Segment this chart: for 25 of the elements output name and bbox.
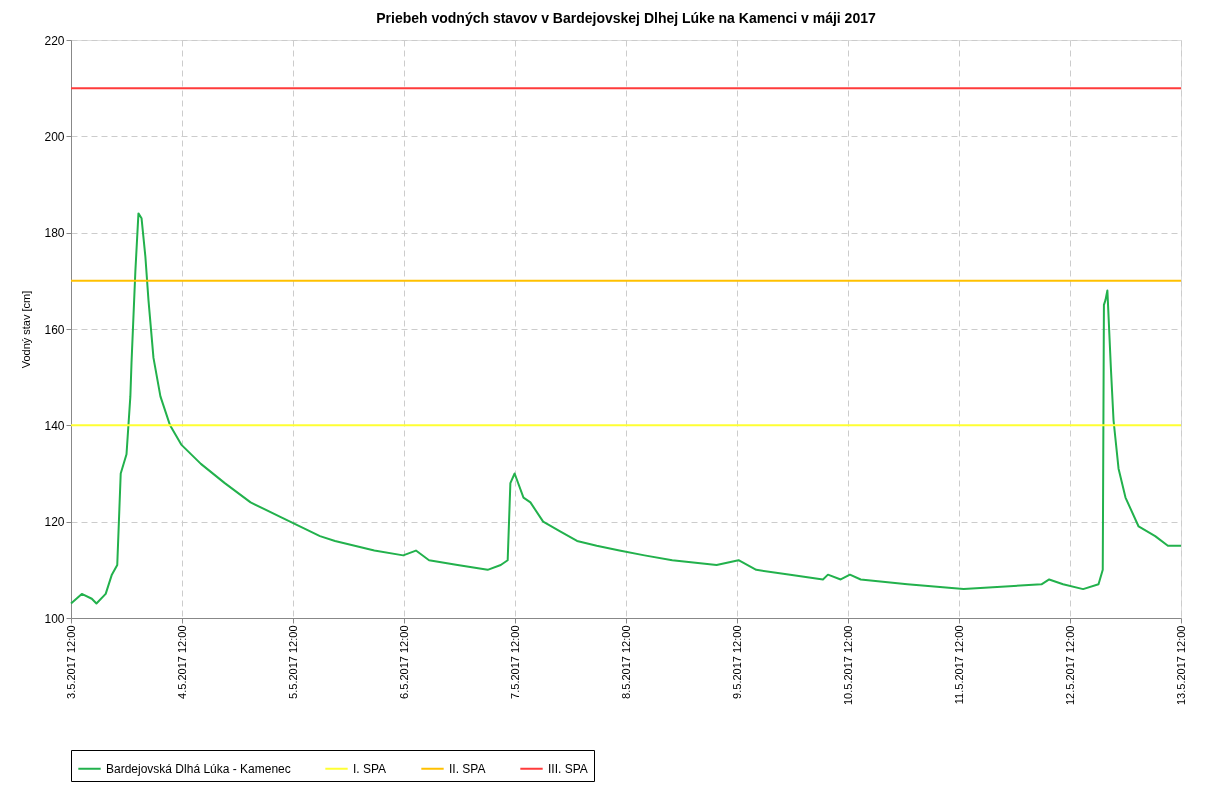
line-series xyxy=(70,212,1182,605)
x-tick-label: 11.5.2017 12:00 xyxy=(952,625,965,705)
y-tick-label: 160 xyxy=(44,322,65,337)
legend-label: Bardejovská Dlhá Lúka - Kamenec xyxy=(106,761,291,776)
y-axis-title: Vodný stav [cm] xyxy=(20,290,33,369)
x-tick-label: 5.5.2017 12:00 xyxy=(286,625,299,699)
x-tick-label: 12.5.2017 12:00 xyxy=(1063,625,1076,706)
y-tick-label: 140 xyxy=(44,418,65,433)
x-tick-label: 7.5.2017 12:00 xyxy=(508,625,521,699)
legend-label: II. SPA xyxy=(449,761,486,776)
x-tick-label: 10.5.2017 12:00 xyxy=(841,625,854,706)
y-tick-label: 200 xyxy=(44,129,65,144)
legend-label: III. SPA xyxy=(548,761,588,776)
y-tick-label: 120 xyxy=(44,515,65,530)
x-tick-label: 8.5.2017 12:00 xyxy=(619,625,632,699)
chart-title: Priebeh vodných stavov v Bardejovskej Dlhej Lúke na Kamenci v máji 2017 xyxy=(376,10,876,26)
y-tick-label: 180 xyxy=(44,226,65,241)
y-tick-label: 220 xyxy=(44,33,65,48)
x-tick-label: 3.5.2017 12:00 xyxy=(64,625,77,699)
x-tick-label: 6.5.2017 12:00 xyxy=(397,625,410,699)
x-tick-label: 4.5.2017 12:00 xyxy=(175,625,188,699)
y-tick-label: 100 xyxy=(44,611,65,626)
x-tick-label: 9.5.2017 12:00 xyxy=(730,625,743,699)
legend-label: I. SPA xyxy=(353,761,387,776)
x-tick-label: 13.5.2017 12:00 xyxy=(1174,625,1187,706)
